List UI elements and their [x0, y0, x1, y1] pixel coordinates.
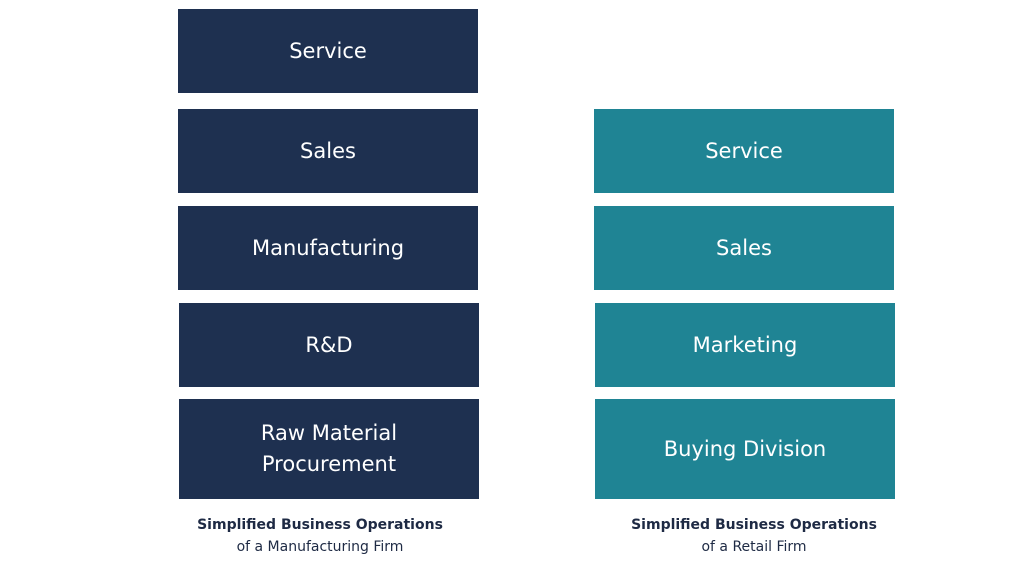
manufacturing-box-manufacturing: Manufacturing	[178, 206, 478, 290]
retail-box-service: Service	[594, 109, 894, 193]
retail-box-sales: Sales	[594, 206, 894, 290]
manufacturing-box-service: Service	[178, 9, 478, 93]
manufacturing-caption-title: Simplified Business Operations	[197, 517, 443, 533]
retail-box-marketing: Marketing	[595, 303, 895, 387]
manufacturing-caption-subtitle: of a Manufacturing Firm	[236, 539, 404, 555]
retail-caption-title: Simplified Business Operations	[631, 517, 877, 533]
retail-caption-subtitle: of a Retail Firm	[701, 539, 807, 555]
manufacturing-box-raw-material-procurement: Raw Material Procurement	[179, 399, 479, 499]
manufacturing-box-sales: Sales	[178, 109, 478, 193]
retail-box-buying-division: Buying Division	[595, 399, 895, 499]
retail-caption: Simplified Business Operations of a Reta…	[584, 514, 924, 558]
manufacturing-box-rnd: R&D	[179, 303, 479, 387]
manufacturing-caption: Simplified Business Operations of a Manu…	[150, 514, 490, 558]
